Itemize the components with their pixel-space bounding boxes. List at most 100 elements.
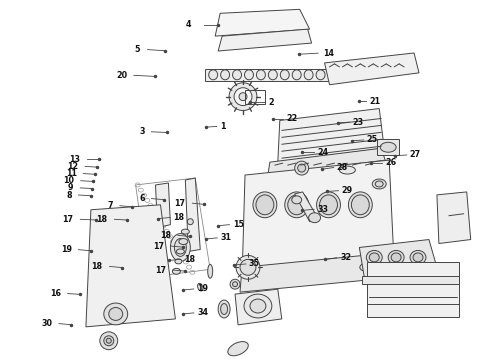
Ellipse shape <box>384 264 392 271</box>
Polygon shape <box>294 192 318 222</box>
Text: 5: 5 <box>135 45 140 54</box>
Text: 17: 17 <box>63 215 74 224</box>
Text: 17: 17 <box>153 242 165 251</box>
Ellipse shape <box>174 239 186 256</box>
Polygon shape <box>218 29 312 51</box>
Text: 18: 18 <box>173 213 184 222</box>
Ellipse shape <box>172 268 180 274</box>
Text: 20: 20 <box>116 71 127 80</box>
Ellipse shape <box>256 70 266 80</box>
Text: 6: 6 <box>140 194 145 203</box>
Polygon shape <box>235 289 282 325</box>
Ellipse shape <box>256 195 274 215</box>
Ellipse shape <box>197 283 203 291</box>
Text: 4: 4 <box>186 20 192 29</box>
Ellipse shape <box>236 255 260 279</box>
Text: 27: 27 <box>410 150 421 159</box>
Text: 17: 17 <box>174 199 186 208</box>
Ellipse shape <box>380 142 396 152</box>
Polygon shape <box>185 178 200 251</box>
Text: 10: 10 <box>64 176 74 185</box>
Text: 15: 15 <box>233 220 244 229</box>
Ellipse shape <box>218 300 230 318</box>
Ellipse shape <box>294 161 309 175</box>
Ellipse shape <box>369 253 379 262</box>
Polygon shape <box>324 53 419 85</box>
Text: 24: 24 <box>317 148 328 157</box>
Ellipse shape <box>292 70 301 80</box>
Text: 18: 18 <box>92 262 103 271</box>
Ellipse shape <box>104 303 128 325</box>
Ellipse shape <box>410 251 426 264</box>
Ellipse shape <box>351 195 369 215</box>
Text: 1: 1 <box>220 122 225 131</box>
Polygon shape <box>215 9 310 36</box>
Ellipse shape <box>104 336 114 346</box>
Ellipse shape <box>220 303 227 314</box>
Ellipse shape <box>181 229 189 234</box>
Ellipse shape <box>285 192 309 218</box>
Ellipse shape <box>239 93 247 100</box>
Text: 35: 35 <box>249 260 260 269</box>
Bar <box>245 90 265 104</box>
Text: 19: 19 <box>197 284 208 293</box>
Text: 9: 9 <box>68 183 73 192</box>
Text: 31: 31 <box>220 233 232 242</box>
Ellipse shape <box>298 164 306 172</box>
Ellipse shape <box>280 70 289 80</box>
Ellipse shape <box>250 299 266 313</box>
Ellipse shape <box>319 195 338 215</box>
Ellipse shape <box>106 338 111 343</box>
Text: 18: 18 <box>160 231 171 240</box>
Ellipse shape <box>309 213 320 223</box>
Bar <box>205 69 335 81</box>
Text: 26: 26 <box>385 158 396 167</box>
Ellipse shape <box>378 264 387 271</box>
Ellipse shape <box>100 332 118 350</box>
Bar <box>362 276 459 284</box>
Ellipse shape <box>372 179 386 189</box>
Text: 32: 32 <box>340 253 351 262</box>
Ellipse shape <box>253 192 277 218</box>
Ellipse shape <box>388 251 404 264</box>
Text: 21: 21 <box>369 97 380 106</box>
Ellipse shape <box>367 251 382 264</box>
Ellipse shape <box>208 264 213 278</box>
Ellipse shape <box>175 259 182 264</box>
Text: 23: 23 <box>352 118 363 127</box>
Ellipse shape <box>304 70 313 80</box>
Text: 29: 29 <box>342 186 353 195</box>
Ellipse shape <box>316 70 325 80</box>
Ellipse shape <box>375 181 383 187</box>
Ellipse shape <box>240 260 256 275</box>
Text: 11: 11 <box>66 169 77 178</box>
Ellipse shape <box>220 70 230 80</box>
Ellipse shape <box>187 219 193 225</box>
Ellipse shape <box>176 249 184 254</box>
Ellipse shape <box>209 70 218 80</box>
Bar <box>377 139 399 155</box>
Polygon shape <box>278 109 384 162</box>
Ellipse shape <box>245 70 253 80</box>
Ellipse shape <box>372 264 381 271</box>
Ellipse shape <box>292 196 302 204</box>
Text: 22: 22 <box>287 114 297 123</box>
Polygon shape <box>240 252 397 292</box>
Text: 7: 7 <box>108 201 114 210</box>
Text: 33: 33 <box>317 205 328 214</box>
Text: 28: 28 <box>337 163 348 172</box>
Polygon shape <box>242 160 394 279</box>
Text: 16: 16 <box>50 289 61 298</box>
Bar <box>368 262 459 317</box>
Ellipse shape <box>109 307 122 320</box>
Ellipse shape <box>288 195 306 215</box>
Text: 8: 8 <box>67 190 72 199</box>
Ellipse shape <box>317 192 341 218</box>
Text: 14: 14 <box>323 49 334 58</box>
Ellipse shape <box>269 70 277 80</box>
Polygon shape <box>437 192 471 243</box>
Text: 18: 18 <box>97 215 108 224</box>
Ellipse shape <box>340 166 355 174</box>
Ellipse shape <box>366 264 375 271</box>
Ellipse shape <box>233 282 238 287</box>
